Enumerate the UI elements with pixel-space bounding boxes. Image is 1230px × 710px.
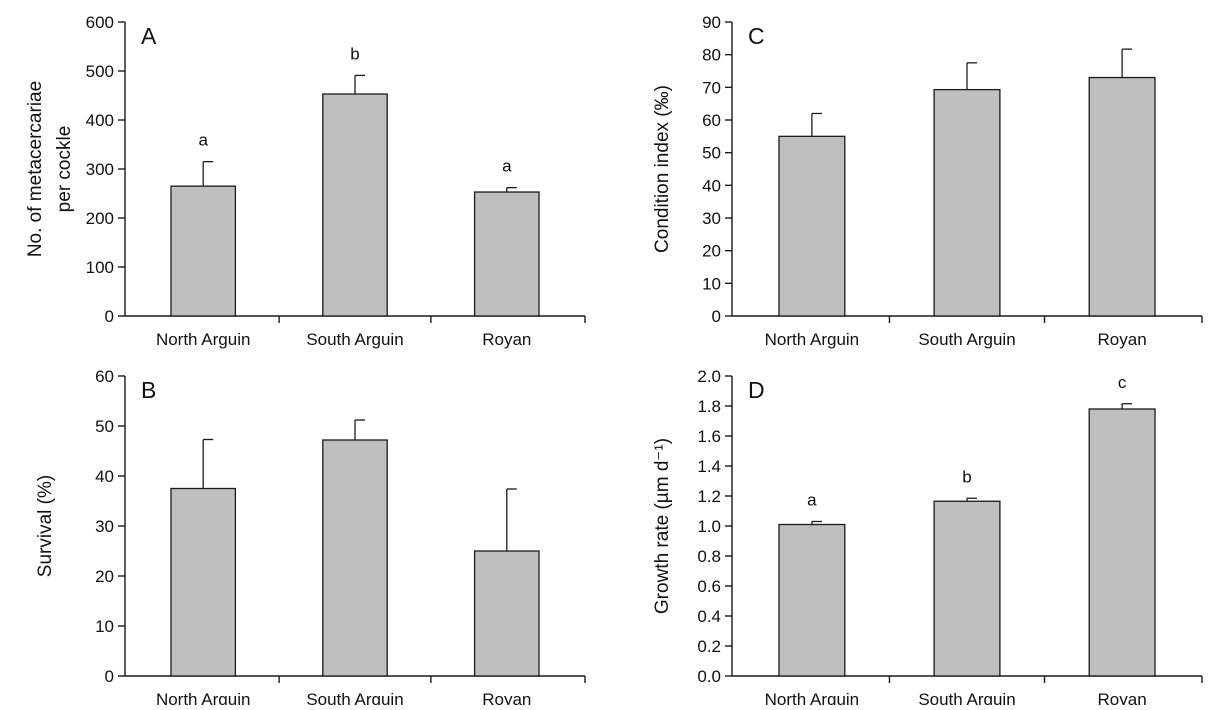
y-tick-label: 0.4 bbox=[697, 607, 721, 626]
y-tick-label: 1.6 bbox=[697, 427, 721, 446]
panel-letter: A bbox=[141, 23, 157, 49]
y-tick-label: 0.8 bbox=[697, 547, 721, 566]
category-label: South Arguin bbox=[918, 330, 1015, 349]
bar bbox=[473, 191, 540, 317]
y-tick-label: 10 bbox=[702, 274, 721, 293]
panel-b: 0 10 20 30 40 50 60 North Arguin South Arguin Roy… bbox=[35, 367, 586, 709]
category-label: South Arguin bbox=[306, 330, 403, 349]
bar bbox=[1088, 408, 1156, 677]
category-label: North Arguin bbox=[765, 690, 860, 705]
bar bbox=[933, 88, 1001, 317]
y-axis-title: Growth rate (µm d⁻¹) bbox=[652, 438, 673, 614]
y-tick-label: 50 bbox=[702, 144, 721, 163]
y-tick-label: 100 bbox=[86, 258, 114, 277]
bar bbox=[170, 185, 237, 317]
y-tick-label: 20 bbox=[95, 567, 114, 586]
y-tick-label: 0.0 bbox=[697, 667, 721, 686]
category-label: South Arguin bbox=[918, 690, 1015, 705]
panel-c: 0 10 20 30 40 50 60 70 80 90 North Arguin South Arg… bbox=[652, 13, 1203, 349]
significance-letter: a bbox=[502, 157, 512, 176]
category-label: South Arguin bbox=[306, 690, 403, 705]
y-axis-title: Survival (%) bbox=[35, 475, 56, 577]
y-tick-label: 20 bbox=[702, 242, 721, 261]
panel-a: 0 100 200 300 400 500 600 a North Arguin b South A… bbox=[25, 13, 586, 349]
y-tick-label: 30 bbox=[95, 517, 114, 536]
y-tick-label: 70 bbox=[702, 78, 721, 97]
y-tick-label: 400 bbox=[86, 111, 114, 130]
y-tick-label: 1.4 bbox=[697, 457, 721, 476]
y-tick-label: 300 bbox=[86, 160, 114, 179]
category-label: Royan bbox=[1098, 690, 1147, 705]
y-tick-label: 0.6 bbox=[697, 577, 721, 596]
bar bbox=[473, 550, 540, 677]
y-tick-label: 90 bbox=[702, 13, 721, 32]
significance-letter: a bbox=[807, 491, 817, 510]
y-tick-label: 1.0 bbox=[697, 517, 721, 536]
y-tick-label: 1.8 bbox=[697, 397, 721, 416]
category-label: Royan bbox=[482, 690, 531, 705]
y-tick-label: 0 bbox=[105, 307, 114, 326]
significance-letter: b bbox=[962, 467, 971, 486]
bar bbox=[322, 93, 388, 317]
y-tick-label: 500 bbox=[86, 62, 114, 81]
y-tick-label: 0.2 bbox=[697, 637, 721, 656]
panel-d: 0.0 0.2 0.4 0.6 0.8 1.0 1.2 1.4 1.6 1.8 2.0 a North … bbox=[652, 367, 1203, 709]
y-tick-label: 10 bbox=[95, 617, 114, 636]
y-tick-label: 60 bbox=[95, 367, 114, 386]
y-tick-label: 1.2 bbox=[697, 487, 721, 506]
y-tick-label: 40 bbox=[702, 176, 721, 195]
y-axis-title: per cockle bbox=[54, 126, 75, 213]
bar bbox=[1088, 76, 1156, 317]
y-tick-label: 2.0 bbox=[697, 367, 721, 386]
y-tick-label: 40 bbox=[95, 467, 114, 486]
panel-letter: C bbox=[748, 23, 765, 49]
significance-letter: c bbox=[1118, 373, 1127, 392]
bar bbox=[170, 487, 237, 677]
category-label: North Arguin bbox=[156, 690, 251, 705]
panel-letter: D bbox=[748, 377, 765, 403]
significance-letter: b bbox=[350, 44, 359, 63]
category-label: Royan bbox=[1098, 330, 1147, 349]
y-tick-label: 80 bbox=[702, 46, 721, 65]
y-tick-label: 200 bbox=[86, 209, 114, 228]
y-tick-label: 0 bbox=[105, 667, 114, 686]
y-axis-title: No. of metacercariae bbox=[25, 81, 46, 257]
panel-letter: B bbox=[141, 377, 156, 403]
y-tick-label: 30 bbox=[702, 209, 721, 228]
y-tick-label: 60 bbox=[702, 111, 721, 130]
category-label: Royan bbox=[482, 330, 531, 349]
category-label: North Arguin bbox=[765, 330, 860, 349]
bar bbox=[322, 439, 388, 677]
category-label: North Arguin bbox=[156, 330, 251, 349]
y-axis-title: Condition index (‰) bbox=[652, 85, 673, 253]
bar bbox=[778, 523, 846, 677]
bar bbox=[933, 500, 1001, 677]
significance-letter: a bbox=[198, 131, 208, 150]
y-tick-label: 0 bbox=[712, 307, 721, 326]
y-tick-label: 600 bbox=[86, 13, 114, 32]
y-tick-label: 50 bbox=[95, 417, 114, 436]
bar bbox=[778, 135, 846, 317]
